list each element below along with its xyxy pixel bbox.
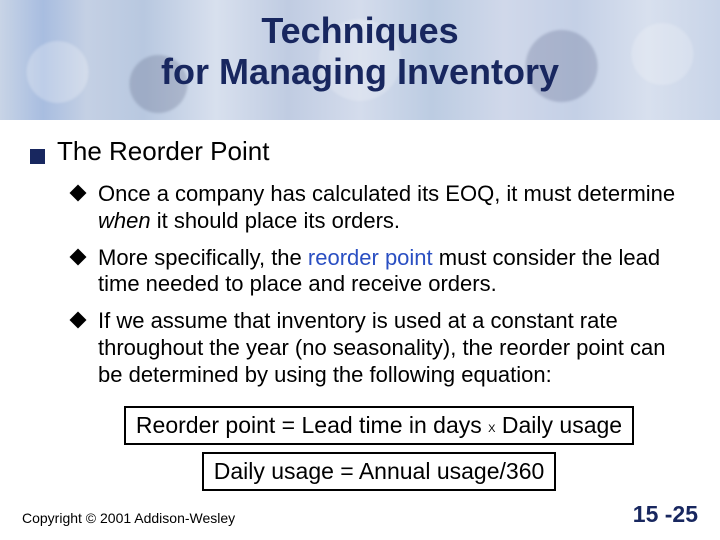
page-number: 15 -25 — [633, 501, 698, 528]
slide-title: Techniques for Managing Inventory — [0, 10, 720, 93]
title-line-1: Techniques — [261, 10, 458, 51]
sub-bullet-item: Once a company has calculated its EOQ, i… — [72, 181, 690, 235]
main-bullet-text: The Reorder Point — [57, 136, 269, 167]
formula-2-container: Daily usage = Annual usage/360 — [0, 452, 720, 491]
sub-bullet-list: Once a company has calculated its EOQ, i… — [72, 181, 690, 389]
copyright-text: Copyright © 2001 Addison-Wesley — [22, 510, 235, 526]
formula-1-box: Reorder point = Lead time in days X Dail… — [124, 406, 634, 445]
sub-bullet-text: If we assume that inventory is used at a… — [98, 308, 690, 388]
diamond-bullet-icon — [70, 185, 87, 202]
text-segment: Once a company has calculated its EOQ, i… — [98, 181, 675, 206]
square-bullet-icon — [30, 149, 45, 164]
sub-bullet-item: More specifically, the reorder point mus… — [72, 245, 690, 299]
text-segment: If we assume that inventory is used at a… — [98, 308, 665, 387]
formula-1-container: Reorder point = Lead time in days X Dail… — [0, 406, 720, 445]
text-segment: More specifically, the — [98, 245, 308, 270]
diamond-bullet-icon — [70, 312, 87, 329]
sub-bullet-text: More specifically, the reorder point mus… — [98, 245, 690, 299]
title-line-2: for Managing Inventory — [161, 51, 559, 92]
formula-text: Daily usage — [496, 412, 623, 438]
text-segment: it should place its orders. — [151, 208, 400, 233]
sub-bullet-text: Once a company has calculated its EOQ, i… — [98, 181, 690, 235]
multiply-x: X — [488, 423, 495, 435]
slide-body: The Reorder Point Once a company has cal… — [30, 136, 690, 399]
italic-text: when — [98, 208, 151, 233]
highlight-text: reorder point — [308, 245, 433, 270]
formula-text: Reorder point = Lead time in days — [136, 412, 488, 438]
formula-2-box: Daily usage = Annual usage/360 — [202, 452, 557, 491]
diamond-bullet-icon — [70, 248, 87, 265]
sub-bullet-item: If we assume that inventory is used at a… — [72, 308, 690, 388]
main-bullet: The Reorder Point — [30, 136, 690, 167]
